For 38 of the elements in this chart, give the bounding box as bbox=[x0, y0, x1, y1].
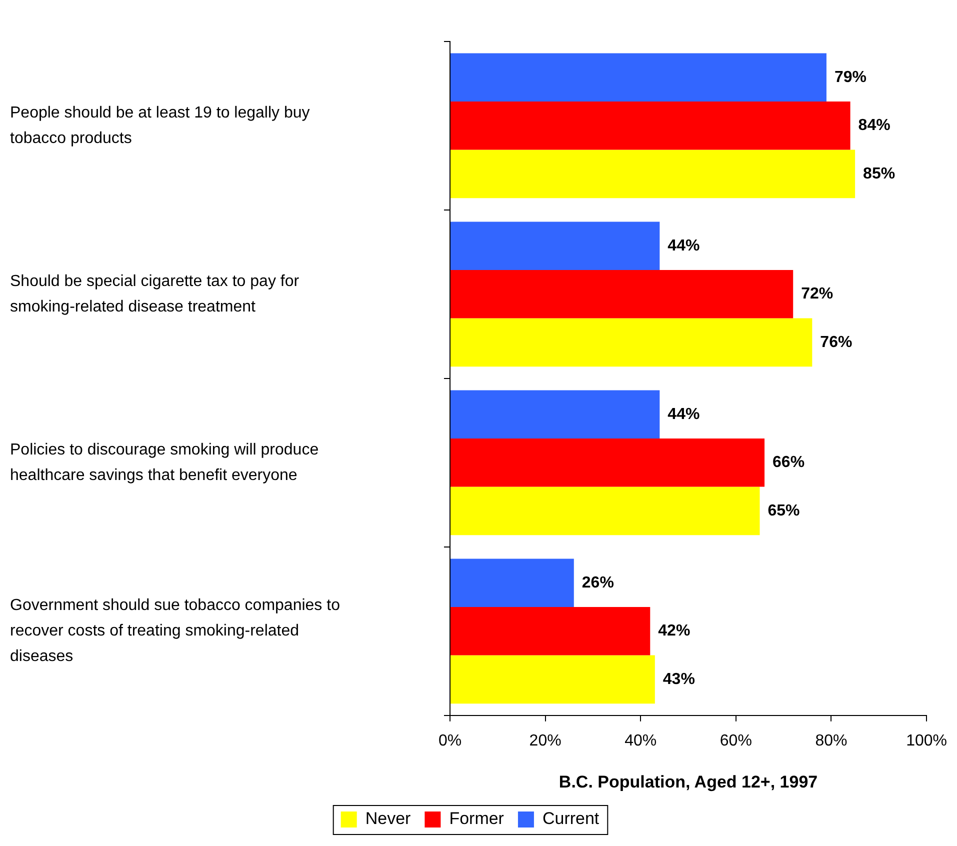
x-tick-label: 40% bbox=[624, 732, 657, 750]
data-label: 72% bbox=[801, 286, 834, 303]
x-tick-label: 100% bbox=[906, 732, 947, 750]
bar bbox=[450, 53, 826, 102]
data-label: 44% bbox=[668, 237, 700, 254]
data-label: 85% bbox=[863, 165, 896, 182]
bar bbox=[450, 222, 660, 270]
y-tick-label: Should be special cigarette tax to pay for smoking-related disease treatment bbox=[10, 272, 300, 316]
y-tick-label: Policies to discourage smoking will produce healthcare savings that benefit everyone bbox=[10, 441, 319, 484]
bar bbox=[450, 486, 760, 536]
x-tick-label: 60% bbox=[720, 732, 752, 750]
data-label: 76% bbox=[820, 334, 852, 351]
bar bbox=[450, 102, 850, 150]
bar bbox=[450, 150, 856, 198]
x-tick-label: 0% bbox=[438, 732, 462, 750]
data-label: 44% bbox=[668, 406, 700, 423]
bar bbox=[450, 438, 765, 487]
data-label: 26% bbox=[582, 574, 614, 592]
x-tick-label: 20% bbox=[529, 732, 562, 750]
data-label: 43% bbox=[662, 670, 695, 688]
y-tick-label: Government should sue tobacco companies to recover costs of treating smoking-related diseases bbox=[10, 596, 340, 666]
legend-label: Never bbox=[365, 809, 412, 828]
bar bbox=[450, 607, 650, 656]
bar bbox=[450, 318, 812, 367]
x-axis-title: B.C. Population, Aged 12+, 1997 bbox=[558, 772, 818, 792]
bar bbox=[450, 558, 574, 607]
y-tick-label: People should be at least 19 to legally buy tobacco products bbox=[10, 104, 310, 147]
bar bbox=[450, 270, 794, 318]
data-label: 65% bbox=[768, 502, 800, 520]
bar bbox=[450, 390, 660, 438]
legend-label: Former bbox=[449, 809, 504, 828]
data-label: 79% bbox=[834, 68, 866, 86]
data-label: 84% bbox=[858, 117, 890, 134]
data-label: 42% bbox=[658, 622, 690, 640]
x-tick-label: 80% bbox=[815, 732, 848, 750]
legend-label: Current bbox=[542, 809, 600, 828]
bar bbox=[450, 655, 655, 704]
data-label: 66% bbox=[772, 454, 805, 472]
